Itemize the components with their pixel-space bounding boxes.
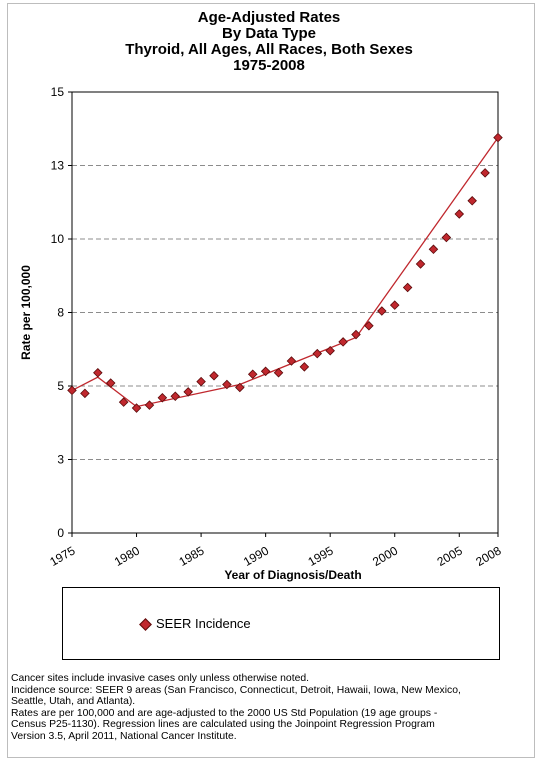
data-point [493,132,503,143]
title-line-1: Age-Adjusted Rates [197,9,341,26]
x-tick-label: 2000 [370,543,400,569]
data-point [183,387,193,397]
data-point [286,356,297,366]
legend-marker-diamond [139,618,152,631]
data-point [67,385,77,396]
x-tick-label: 1995 [306,543,336,569]
data-point [247,369,258,380]
data-point [325,345,335,356]
footnotes: Cancer sites include invasive cases only… [11,673,531,743]
footnote-line: Seattle, Utah, and Atlanta). [11,696,136,708]
regression-line [71,137,499,408]
footnote-line: Rates are per 100,000 and are age-adjust… [11,707,438,719]
footnote-line: Census P25-1130). Regression lines are c… [11,719,435,731]
data-point [467,196,477,206]
y-tick-label: 13 [51,159,65,173]
data-point [377,306,387,316]
y-tick-label: 5 [57,379,64,393]
x-axis-label: Year of Diagnosis/Death [224,568,361,582]
data-point [209,370,219,381]
x-tick-label: 2008 [473,543,503,569]
data-point [144,400,155,410]
x-tick-label: 1975 [47,543,77,569]
footnote-line: Cancer sites include invasive cases only… [11,673,310,684]
x-tick-label: 2005 [435,543,465,569]
legend: SEER Incidence [62,587,500,660]
figure-frame [7,3,535,758]
data-point [235,382,245,393]
data-point [338,337,348,347]
data-point [351,329,361,340]
data-point [93,368,103,378]
y-axis-label: Rate per 100,000 [19,265,33,360]
footnote-line: Incidence source: SEER 9 areas (San Fran… [11,684,461,696]
y-tick-label: 0 [57,526,64,540]
data-point [170,391,181,402]
x-tick-label: 1990 [241,543,271,569]
y-tick-label: 8 [57,306,64,320]
data-point [80,388,90,399]
data-point [299,362,310,372]
title-line-2: By Data Type [222,25,316,42]
y-tick-label: 3 [57,453,64,467]
y-tick-label: 10 [51,232,65,246]
chart-title: Age-Adjusted Rates By Data Type Thyroid,… [0,10,538,74]
data-point [260,366,271,377]
data-point [196,376,206,387]
data-point [222,379,232,390]
data-point [389,300,400,310]
data-point [402,282,413,293]
data-point [131,403,142,413]
y-tick-label: 15 [51,85,65,99]
data-point [454,209,465,219]
data-point [415,259,426,269]
data-point [157,392,168,403]
data-point [105,378,116,388]
legend-label: SEER Incidence [156,616,251,631]
data-point [441,232,452,243]
x-tick-label: 1980 [112,543,142,569]
footnote-line: Version 3.5, April 2011, National Cancer… [11,730,237,742]
data-point [312,348,323,359]
data-point [118,397,129,407]
title-line-4: 1975-2008 [233,57,305,74]
x-tick-label: 1985 [176,543,206,569]
title-line-3: Thyroid, All Ages, All Races, Both Sexes [125,41,413,58]
data-point [364,320,374,331]
data-point [428,244,439,255]
data-point [273,368,284,378]
data-point [480,168,490,178]
line-chart: 0 3 5 8 10 13 15 1975 1980 1985 1990 1995 2000 2005 20… [19,85,504,582]
